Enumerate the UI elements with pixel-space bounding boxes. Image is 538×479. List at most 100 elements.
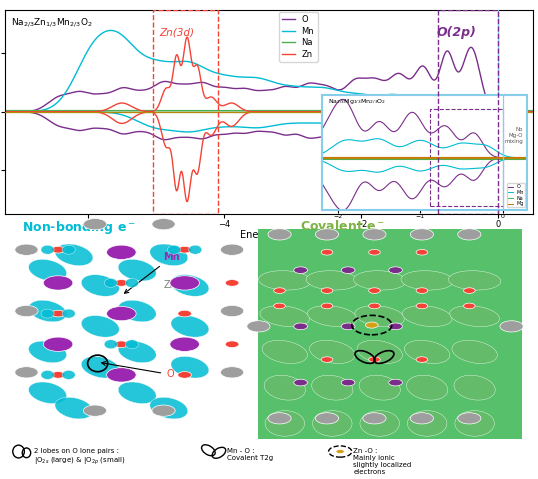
Ellipse shape (125, 278, 138, 287)
Circle shape (268, 229, 291, 240)
Circle shape (315, 229, 338, 240)
Ellipse shape (357, 341, 402, 364)
Ellipse shape (41, 245, 54, 254)
Circle shape (321, 250, 333, 255)
Circle shape (458, 413, 481, 424)
Circle shape (369, 303, 380, 309)
Circle shape (51, 310, 65, 317)
Ellipse shape (401, 271, 454, 290)
Circle shape (44, 276, 73, 290)
Ellipse shape (360, 411, 400, 436)
Zn (252, 109, 258, 114)
Circle shape (178, 372, 192, 378)
Zn (419, 99, 425, 105)
Ellipse shape (189, 245, 202, 254)
Circle shape (294, 267, 308, 274)
O (10, 109, 16, 114)
Circle shape (107, 368, 136, 382)
Ellipse shape (171, 356, 209, 378)
Circle shape (464, 303, 475, 309)
Ellipse shape (29, 259, 67, 281)
Line: Zn: Zn (0, 37, 538, 112)
Ellipse shape (407, 411, 447, 436)
Ellipse shape (62, 309, 75, 318)
Circle shape (500, 321, 523, 332)
Ellipse shape (265, 411, 305, 436)
Circle shape (178, 246, 192, 253)
X-axis label: Energy (eV): Energy (eV) (240, 230, 298, 240)
Zn (184, 34, 190, 40)
Circle shape (416, 357, 428, 363)
Circle shape (44, 337, 73, 352)
Ellipse shape (402, 306, 452, 327)
O (536, 109, 538, 114)
Ellipse shape (171, 274, 209, 297)
Text: Zn: Zn (164, 281, 176, 290)
Line: Mn: Mn (0, 31, 538, 112)
Circle shape (83, 405, 107, 416)
Text: Mn - O :
Covalent T2g: Mn - O : Covalent T2g (227, 448, 273, 461)
Circle shape (107, 245, 136, 260)
Circle shape (464, 288, 475, 294)
Mn (252, 75, 258, 80)
Text: Zn(3d): Zn(3d) (159, 28, 194, 38)
Ellipse shape (171, 316, 209, 337)
Legend: O, Mn, Na, Zn: O, Mn, Na, Zn (279, 11, 317, 62)
Mn (108, 28, 114, 34)
Circle shape (51, 246, 65, 253)
O (520, 109, 527, 114)
Circle shape (274, 303, 285, 309)
Circle shape (178, 310, 192, 317)
Ellipse shape (125, 340, 138, 349)
Na (251, 108, 258, 114)
Ellipse shape (359, 375, 400, 400)
Ellipse shape (41, 309, 54, 318)
Ellipse shape (309, 341, 355, 364)
Circle shape (170, 337, 200, 352)
Na (419, 108, 425, 114)
Circle shape (115, 280, 128, 286)
Ellipse shape (264, 375, 306, 400)
Circle shape (225, 341, 239, 348)
Zn (237, 104, 243, 110)
O (419, 63, 425, 69)
Ellipse shape (312, 375, 353, 400)
Circle shape (294, 379, 308, 386)
Zn (520, 109, 527, 114)
Circle shape (15, 367, 38, 378)
Mn (520, 109, 527, 114)
Circle shape (416, 288, 428, 294)
Ellipse shape (55, 244, 93, 266)
Ellipse shape (407, 375, 448, 400)
Circle shape (315, 413, 338, 424)
Circle shape (274, 288, 285, 294)
Circle shape (363, 229, 386, 240)
Circle shape (369, 357, 380, 363)
Circle shape (225, 280, 239, 286)
Ellipse shape (55, 397, 93, 419)
Circle shape (458, 229, 481, 240)
Circle shape (336, 449, 344, 454)
Text: O: O (102, 362, 174, 379)
Ellipse shape (454, 375, 495, 400)
Circle shape (388, 267, 402, 274)
Circle shape (268, 413, 291, 424)
Ellipse shape (449, 271, 501, 290)
Circle shape (369, 250, 380, 255)
Circle shape (321, 288, 333, 294)
Zn (10, 109, 16, 114)
Circle shape (388, 379, 402, 386)
Ellipse shape (355, 306, 405, 327)
Mn (237, 74, 243, 80)
Circle shape (363, 413, 386, 424)
Ellipse shape (167, 245, 181, 254)
Circle shape (247, 321, 270, 332)
Text: 2 lobes on O lone pairs :
|O$_{2s}$ (large) & |O$_{2p}$ (small): 2 lobes on O lone pairs : |O$_{2s}$ (lar… (34, 448, 126, 467)
Mn (10, 109, 16, 114)
Ellipse shape (450, 306, 499, 327)
O (237, 86, 243, 91)
Na (10, 108, 16, 114)
Bar (153, 10, 218, 214)
Ellipse shape (306, 271, 358, 290)
Ellipse shape (307, 306, 357, 327)
